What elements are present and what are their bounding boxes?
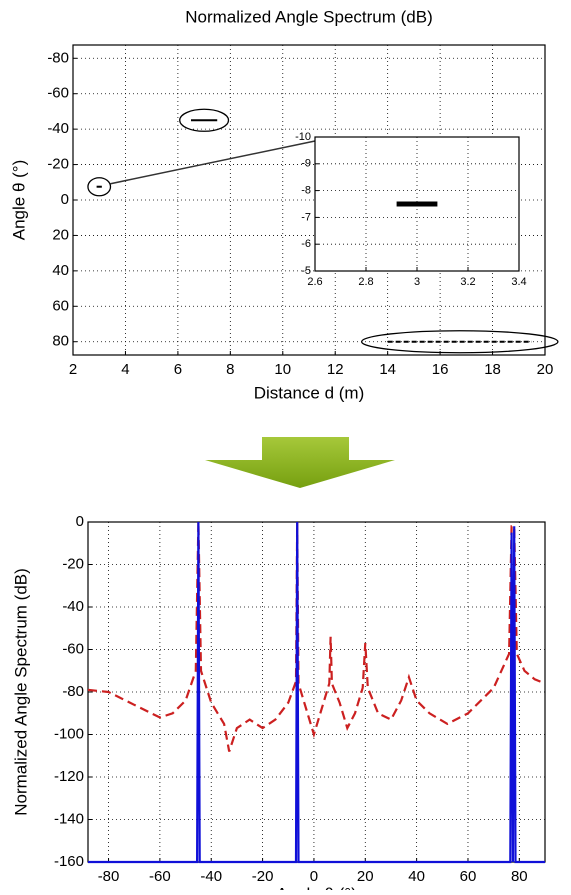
highlight-ellipse <box>87 177 112 197</box>
x-tick-label: 16 <box>432 361 449 378</box>
x-axis-label: Angle θ (°) <box>276 884 357 890</box>
x-tick-label: -80 <box>98 868 120 885</box>
x-tick-label: 80 <box>511 868 528 885</box>
x-tick-label: 6 <box>174 361 182 378</box>
y-tick-label: -10 <box>295 131 311 143</box>
y-tick-label: -7 <box>301 211 311 223</box>
y-tick-label: 0 <box>61 191 69 208</box>
x-tick-label: 40 <box>408 868 425 885</box>
highlight-ellipse <box>360 330 559 354</box>
y-tick-label: -60 <box>47 85 69 102</box>
x-tick-label: 10 <box>274 361 291 378</box>
y-tick-label: -6 <box>301 238 311 250</box>
x-tick-label: 8 <box>226 361 234 378</box>
x-tick-label: -40 <box>200 868 222 885</box>
series-line <box>88 521 545 864</box>
y-tick-label: -8 <box>301 185 311 197</box>
x-tick-label: 2.8 <box>358 276 373 288</box>
x-tick-label: 2 <box>69 361 77 378</box>
chart-title: Normalized Angle Spectrum (dB) <box>185 7 433 26</box>
x-tick-label: 18 <box>484 361 501 378</box>
y-tick-label: 40 <box>52 262 69 279</box>
y-tick-label: -5 <box>301 265 311 277</box>
y-tick-label: 60 <box>52 297 69 314</box>
plot-frame <box>314 136 520 272</box>
x-tick-label: -20 <box>252 868 274 885</box>
x-tick-label: 4 <box>121 361 129 378</box>
y-tick-label: -60 <box>62 640 84 657</box>
x-tick-label: -60 <box>149 868 171 885</box>
y-tick-label: -100 <box>54 725 84 742</box>
y-tick-label: -9 <box>301 158 311 170</box>
y-axis-label: Normalized Angle Spectrum (dB) <box>11 568 30 816</box>
y-tick-label: -40 <box>47 120 69 137</box>
zoom-connector <box>110 140 316 185</box>
x-axis-label: Distance d (m) <box>254 383 365 402</box>
y-tick-label: -20 <box>62 555 84 572</box>
highlight-ellipse <box>179 108 230 132</box>
arrow <box>205 437 395 488</box>
y-tick-label: -40 <box>62 598 84 615</box>
y-axis-label: Angle θ (°) <box>9 160 28 241</box>
x-tick-label: 3.2 <box>460 276 475 288</box>
y-tick-label: -160 <box>54 853 84 870</box>
x-tick-label: 14 <box>379 361 396 378</box>
y-tick-label: 0 <box>76 513 84 530</box>
y-tick-label: -120 <box>54 768 84 785</box>
y-tick-label: -140 <box>54 810 84 827</box>
x-tick-label: 60 <box>460 868 477 885</box>
plot-frame <box>72 44 546 356</box>
x-tick-label: 12 <box>327 361 344 378</box>
x-tick-label: 3 <box>414 276 420 288</box>
y-tick-label: -80 <box>62 683 84 700</box>
series-line <box>87 521 546 752</box>
x-tick-label: 20 <box>357 868 374 885</box>
y-tick-label: -20 <box>47 156 69 173</box>
y-tick-label: 20 <box>52 226 69 243</box>
x-tick-label: 3.4 <box>511 276 526 288</box>
x-tick-label: 0 <box>310 868 318 885</box>
y-tick-label: 80 <box>52 333 69 350</box>
y-tick-label: -80 <box>47 49 69 66</box>
x-tick-label: 2.6 <box>307 276 322 288</box>
x-tick-label: 20 <box>537 361 554 378</box>
